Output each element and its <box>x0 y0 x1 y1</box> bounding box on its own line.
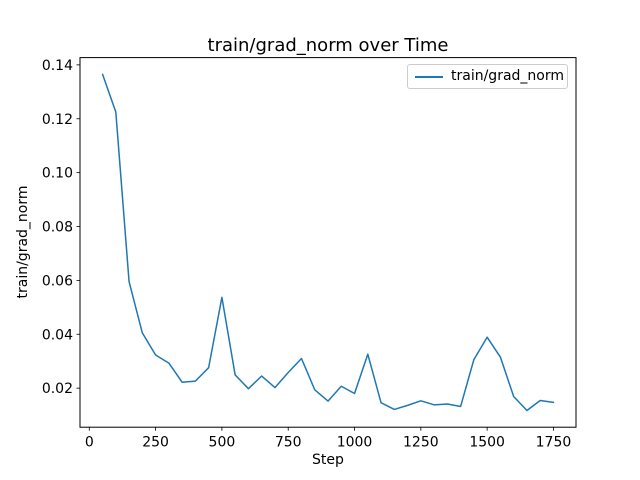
y-axis-label: train/grad_norm <box>15 185 31 299</box>
y-tick-label: 0.06 <box>42 273 73 289</box>
y-tick-label: 0.08 <box>42 220 73 236</box>
x-tick-label: 1500 <box>469 435 505 451</box>
x-tick-label: 0 <box>85 435 94 451</box>
x-tick-label: 750 <box>275 435 302 451</box>
legend-line-sample <box>415 76 443 78</box>
y-tick-label: 0.14 <box>42 58 73 74</box>
y-tick-label: 0.02 <box>42 381 73 397</box>
chart-title: train/grad_norm over Time <box>207 35 449 56</box>
y-tick-label: 0.10 <box>42 166 73 182</box>
y-tick-label: 0.12 <box>42 112 73 128</box>
legend: train/grad_norm <box>407 64 568 89</box>
legend-label: train/grad_norm <box>451 68 564 84</box>
x-tick-label: 1000 <box>337 435 373 451</box>
x-axis-label: Step <box>312 452 344 468</box>
axes-frame <box>79 57 577 428</box>
x-tick-label: 250 <box>142 435 169 451</box>
x-tick-label: 500 <box>209 435 236 451</box>
x-tick-label: 1250 <box>403 435 439 451</box>
series-line <box>101 73 555 412</box>
x-tick-label: 1750 <box>536 435 572 451</box>
y-tick-label: 0.04 <box>42 327 73 343</box>
